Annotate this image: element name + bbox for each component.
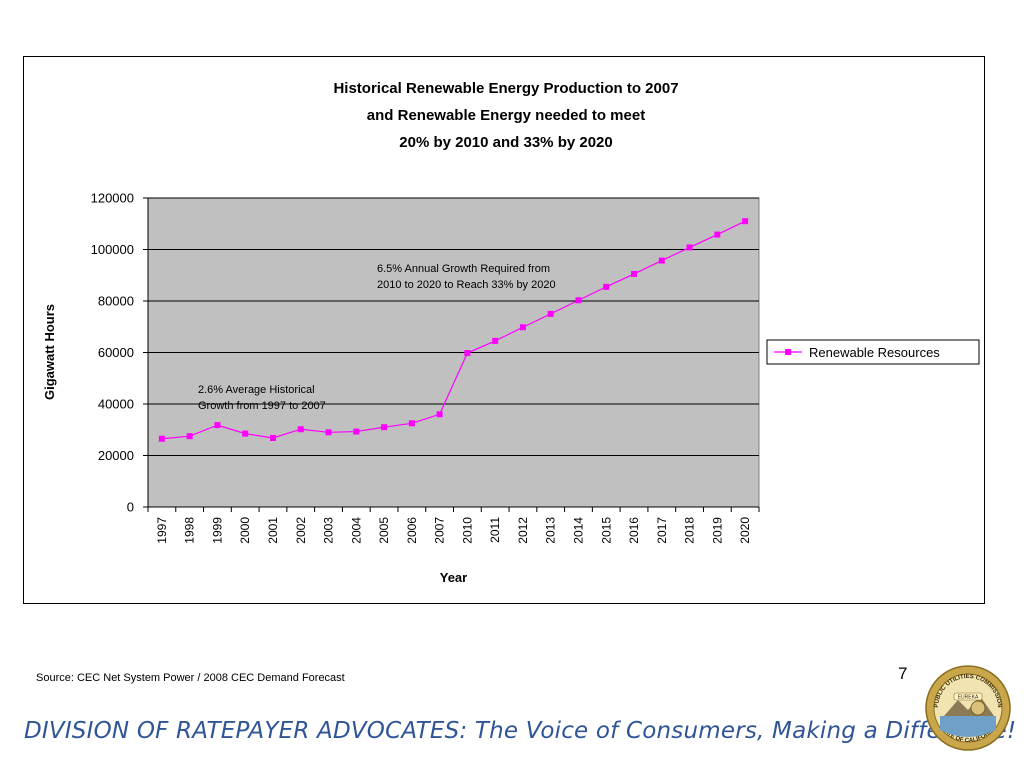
series-line [161, 220, 746, 440]
data-point-2017 [658, 257, 665, 264]
data-point-2018 [686, 244, 693, 251]
x-tick-label: 2003 [322, 517, 336, 544]
x-tick-label: 2017 [655, 517, 669, 544]
data-point-2010 [464, 350, 471, 357]
x-tick-label: 2020 [738, 517, 752, 544]
chart-svg: Historical Renewable Energy Production t… [42, 80, 980, 585]
data-point-2011 [492, 337, 499, 344]
annotations: 6.5% Annual Growth Required from 2010 to … [198, 263, 556, 412]
chart-title-line-2: and Renewable Energy needed to meet [367, 107, 645, 124]
data-point-1999 [214, 422, 221, 429]
data-point-2014 [575, 297, 582, 304]
seal-ribbon-text: EUREKA [958, 695, 979, 701]
data-point-2003 [325, 429, 332, 436]
seal-figure [970, 700, 986, 716]
x-tick-label: 1997 [155, 517, 169, 544]
data-point-2016 [631, 270, 638, 277]
data-point-1998 [186, 433, 193, 440]
legend-box [766, 339, 980, 365]
x-tick-label: 1999 [210, 517, 224, 544]
legend-swatch-marker [785, 349, 791, 355]
data-point-2004 [353, 428, 360, 435]
annotation-2-line-1: 2.6% Average Historical [198, 384, 315, 396]
data-point-2005 [381, 424, 388, 431]
data-point-2002 [297, 426, 304, 433]
chart-title-line-1: Historical Renewable Energy Production t… [333, 80, 678, 97]
data-point-1997 [158, 435, 165, 442]
y-axis-title: Gigawatt Hours [42, 304, 57, 400]
y-tick-label: 20000 [98, 448, 134, 463]
seal-water [940, 716, 996, 737]
axes [143, 197, 760, 512]
footer-banner: DIVISION OF RATEPAYER ADVOCATES: The Voi… [24, 718, 1017, 744]
cpuc-seal-logo: PUBLIC UTILITIES COMMISSION STATE OF CAL… [925, 665, 1011, 751]
y-tick-label: 0 [127, 500, 134, 515]
legend-label: Renewable Resources [809, 345, 940, 360]
data-point-2020 [742, 218, 749, 225]
chart-frame: Historical Renewable Energy Production t… [23, 56, 985, 604]
x-tick-labels: 1997 1998 1999 2000 2001 2002 2003 2004 2005 2006… [155, 517, 752, 544]
x-tick-label: 2016 [627, 517, 641, 544]
x-tick-label: 2005 [377, 517, 391, 544]
data-point-2015 [603, 283, 610, 290]
seal-ribbon [953, 692, 983, 701]
chart-title-line-3: 20% by 2010 and 33% by 2020 [399, 134, 612, 151]
x-tick-label: 2019 [710, 517, 724, 544]
annotation-1-line-2: 2010 to 2020 to Reach 33% by 2020 [377, 279, 556, 291]
x-tick-label: 2006 [405, 517, 419, 544]
x-tick-label: 2014 [571, 517, 585, 544]
source-note: Source: CEC Net System Power / 2008 CEC … [36, 672, 345, 684]
data-point-2006 [408, 420, 415, 427]
x-tick-label: 2004 [349, 517, 363, 544]
y-tick-labels: 0 20000 40000 60000 80000 100000 120000 [91, 191, 134, 515]
x-tick-label: 1998 [183, 517, 197, 544]
y-tick-label: 120000 [91, 191, 134, 206]
data-point-2007 [436, 411, 443, 418]
y-tick-label: 80000 [98, 294, 134, 309]
annotation-2-line-2: Growth from 1997 to 2007 [198, 400, 326, 412]
y-tick-label: 40000 [98, 397, 134, 412]
x-tick-label: 2000 [238, 517, 252, 544]
y-tick-label: 100000 [91, 242, 134, 257]
x-tick-label: 2012 [516, 517, 530, 544]
data-point-2012 [519, 324, 526, 331]
x-tick-label: 2010 [460, 517, 474, 544]
page-number: 7 [898, 664, 908, 683]
chart-title: Historical Renewable Energy Production t… [333, 80, 678, 151]
x-tick-label: 2013 [544, 517, 558, 544]
x-axis-title: Year [440, 570, 467, 585]
x-tick-label: 2007 [433, 517, 447, 544]
series-renewable-resources [158, 218, 749, 442]
x-tick-label: 2002 [294, 517, 308, 544]
x-tick-label: 2001 [266, 517, 280, 544]
data-point-2013 [547, 310, 554, 317]
x-tick-label: 2015 [599, 517, 613, 544]
data-point-2001 [269, 434, 276, 441]
x-tick-label: 2018 [683, 517, 697, 544]
annotation-1-line-1: 6.5% Annual Growth Required from [377, 263, 550, 275]
data-point-2000 [242, 430, 249, 437]
x-tick-label: 2011 [488, 517, 502, 543]
y-tick-label: 60000 [98, 345, 134, 360]
data-point-2019 [714, 231, 721, 238]
legend: Renewable Resources [766, 339, 980, 365]
